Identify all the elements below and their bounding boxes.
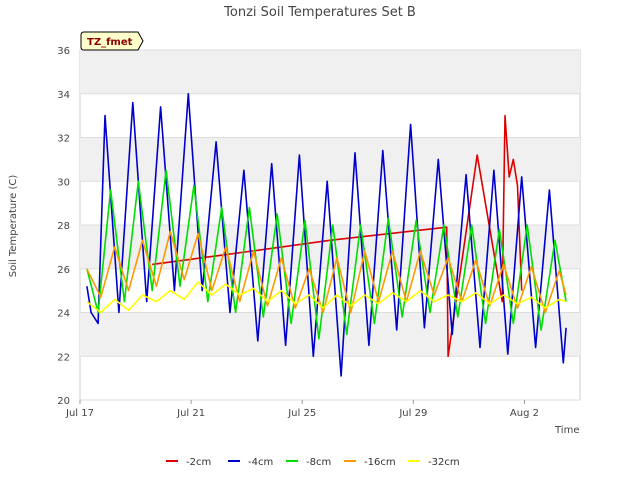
series-line-minus-8cm bbox=[86, 169, 567, 340]
y-axis-ticks: 20 22 24 26 28 30 32 34 36 bbox=[57, 46, 70, 407]
legend-label: -2cm bbox=[186, 457, 211, 468]
series-line-minus-16cm bbox=[86, 230, 567, 314]
y-tick-label: 28 bbox=[57, 221, 70, 232]
grid-band bbox=[80, 50, 580, 94]
y-axis-label: Soil Temperature (C) bbox=[8, 175, 19, 278]
x-axis-label: Time bbox=[554, 425, 579, 436]
y-tick-label: 26 bbox=[57, 265, 70, 276]
x-tick-label: Jul 25 bbox=[287, 408, 316, 419]
legend: -2cm -4cm -8cm -16cm -32cm bbox=[166, 457, 460, 468]
badge-label: TZ_fmet bbox=[87, 37, 133, 48]
y-tick-label: 36 bbox=[57, 46, 70, 57]
chart-title: Tonzi Soil Temperatures Set B bbox=[223, 5, 416, 20]
y-tick-label: 24 bbox=[57, 309, 70, 320]
legend-label: -4cm bbox=[248, 457, 273, 468]
x-tick-label: Jul 29 bbox=[398, 408, 427, 419]
x-axis-ticks: Jul 17 Jul 21 Jul 25 Jul 29 Aug 2 bbox=[65, 400, 539, 419]
y-tick-label: 20 bbox=[57, 396, 70, 407]
legend-label: -16cm bbox=[364, 457, 396, 468]
series-line-minus-32cm bbox=[86, 281, 567, 314]
plot-background bbox=[79, 49, 581, 401]
legend-label: -8cm bbox=[306, 457, 331, 468]
x-tick-label: Jul 21 bbox=[176, 408, 205, 419]
y-tick-label: 30 bbox=[57, 177, 70, 188]
y-tick-label: 34 bbox=[57, 90, 70, 101]
grid-band bbox=[80, 312, 580, 357]
series-lines bbox=[86, 93, 567, 377]
tz-fmet-badge: TZ_fmet bbox=[80, 31, 144, 51]
x-tick-label: Jul 17 bbox=[65, 408, 94, 419]
x-tick-label: Aug 2 bbox=[510, 408, 539, 419]
y-tick-label: 22 bbox=[57, 352, 70, 363]
legend-label: -32cm bbox=[428, 457, 460, 468]
y-tick-label: 32 bbox=[57, 134, 70, 145]
